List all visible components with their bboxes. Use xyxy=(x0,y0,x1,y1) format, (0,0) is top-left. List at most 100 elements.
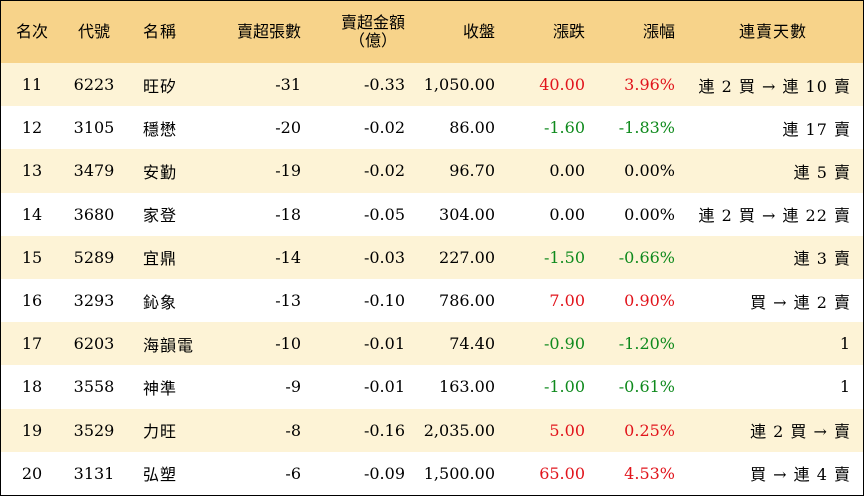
cell-streak: 1 xyxy=(839,334,851,354)
header-pct: 漲幅 xyxy=(642,22,675,41)
cell-pct: 0.00% xyxy=(624,204,675,224)
cell-pct: 3.96% xyxy=(624,75,675,95)
cell-rank: 16 xyxy=(21,291,43,311)
cell-sell-amount: -0.05 xyxy=(363,204,405,224)
cell-close: 163.00 xyxy=(439,377,495,397)
cell-pct: 0.25% xyxy=(624,420,675,440)
cell-name: 海韻電 xyxy=(143,335,195,355)
table-row: 13 3479 安勤 -19 -0.02 96.70 0.00 0.00% 連 … xyxy=(1,149,863,193)
table-row: 11 6223 旺矽 -31 -0.33 1,050.00 40.00 3.96… xyxy=(1,63,863,107)
cell-streak: 連 2 買 → 賣 xyxy=(750,422,851,442)
cell-sell-lots: -14 xyxy=(275,247,301,267)
cell-sell-lots: -19 xyxy=(275,161,301,181)
header-close: 收盤 xyxy=(462,22,495,41)
cell-name: 弘塑 xyxy=(143,465,178,485)
table-row: 19 3529 力旺 -8 -0.16 2,035.00 5.00 0.25% … xyxy=(1,408,863,452)
header-sell-lots: 賣超張數 xyxy=(236,22,301,41)
cell-code: 3293 xyxy=(73,291,115,311)
cell-streak: 連 3 賣 xyxy=(793,249,851,269)
cell-code: 3479 xyxy=(73,161,115,181)
cell-sell-amount: -0.02 xyxy=(363,118,405,138)
header-row: 名次 代號 名稱 賣超張數 賣超金額 （億） 收盤 漲跌 漲幅 連賣天數 xyxy=(1,1,863,63)
table-row: 12 3105 穩懋 -20 -0.02 86.00 -1.60 -1.83% … xyxy=(1,106,863,150)
header-sell-amount: 賣超金額 （億） xyxy=(309,1,413,63)
cell-sell-lots: -6 xyxy=(285,463,301,483)
cell-sell-amount: -0.02 xyxy=(363,161,405,181)
cell-streak: 買 → 連 2 賣 xyxy=(750,292,851,312)
cell-sell-lots: -9 xyxy=(285,377,301,397)
header-change: 漲跌 xyxy=(552,22,585,41)
cell-pct: 0.90% xyxy=(624,291,675,311)
cell-change: -0.90 xyxy=(543,334,585,354)
cell-code: 3105 xyxy=(73,118,115,138)
cell-close: 1,500.00 xyxy=(423,463,495,483)
cell-pct: 0.00% xyxy=(624,161,675,181)
cell-code: 3558 xyxy=(73,377,115,397)
cell-sell-amount: -0.03 xyxy=(363,247,405,267)
cell-rank: 11 xyxy=(21,75,43,95)
cell-close: 1,050.00 xyxy=(423,75,495,95)
cell-change: 40.00 xyxy=(539,75,585,95)
cell-name: 旺矽 xyxy=(143,76,178,96)
cell-streak: 連 2 買 → 連 22 賣 xyxy=(698,206,851,226)
cell-close: 786.00 xyxy=(439,291,495,311)
header-sell-amount-line2: （億） xyxy=(348,31,397,50)
cell-pct: -0.66% xyxy=(618,247,675,267)
cell-change: 7.00 xyxy=(549,291,585,311)
cell-close: 96.70 xyxy=(449,161,495,181)
cell-sell-amount: -0.01 xyxy=(363,377,405,397)
cell-sell-amount: -0.10 xyxy=(363,291,405,311)
cell-code: 3680 xyxy=(73,204,115,224)
cell-rank: 18 xyxy=(21,377,43,397)
cell-streak: 連 17 賣 xyxy=(782,119,851,139)
cell-rank: 12 xyxy=(21,118,43,138)
table-body: 11 6223 旺矽 -31 -0.33 1,050.00 40.00 3.96… xyxy=(1,63,863,495)
cell-sell-lots: -31 xyxy=(275,75,301,95)
cell-code: 3131 xyxy=(73,463,115,483)
cell-close: 2,035.00 xyxy=(423,420,495,440)
cell-streak: 1 xyxy=(839,377,851,397)
cell-sell-lots: -20 xyxy=(275,118,301,138)
cell-pct: -1.20% xyxy=(618,334,675,354)
table-row: 17 6203 海韻電 -10 -0.01 74.40 -0.90 -1.20%… xyxy=(1,322,863,366)
cell-name: 力旺 xyxy=(143,422,178,442)
table-row: 14 3680 家登 -18 -0.05 304.00 0.00 0.00% 連… xyxy=(1,192,863,236)
header-sell-amount-line1: 賣超金額 xyxy=(340,13,405,32)
header-streak: 連賣天數 xyxy=(738,22,807,41)
cell-rank: 17 xyxy=(21,334,43,354)
cell-change: 0.00 xyxy=(549,204,585,224)
cell-change: 0.00 xyxy=(549,161,585,181)
cell-streak: 連 5 賣 xyxy=(793,162,851,182)
cell-change: -1.00 xyxy=(543,377,585,397)
cell-name: 安勤 xyxy=(143,162,178,182)
cell-close: 227.00 xyxy=(439,247,495,267)
cell-rank: 13 xyxy=(21,161,43,181)
cell-name: 神準 xyxy=(143,378,178,398)
table-row: 16 3293 鈊象 -13 -0.10 786.00 7.00 0.90% 買… xyxy=(1,278,863,323)
cell-change: -1.50 xyxy=(543,247,585,267)
cell-code: 6223 xyxy=(73,75,115,95)
cell-name: 宜鼎 xyxy=(143,249,178,269)
cell-sell-lots: -10 xyxy=(275,334,301,354)
cell-sell-amount: -0.09 xyxy=(363,463,405,483)
cell-sell-lots: -18 xyxy=(275,204,301,224)
cell-rank: 19 xyxy=(21,420,43,440)
cell-sell-amount: -0.16 xyxy=(363,420,405,440)
header-code: 代號 xyxy=(77,22,110,41)
cell-streak: 買 → 連 4 賣 xyxy=(750,465,851,485)
cell-streak: 連 2 買 → 連 10 賣 xyxy=(698,76,851,96)
cell-sell-amount: -0.33 xyxy=(363,75,405,95)
cell-pct: 4.53% xyxy=(624,463,675,483)
cell-name: 穩懋 xyxy=(143,119,178,139)
cell-rank: 15 xyxy=(21,247,43,267)
cell-close: 74.40 xyxy=(449,334,495,354)
cell-close: 304.00 xyxy=(439,204,495,224)
table-row: 20 3131 弘塑 -6 -0.09 1,500.00 65.00 4.53%… xyxy=(1,451,863,495)
header-rank: 名次 xyxy=(15,22,48,41)
cell-pct: -1.83% xyxy=(618,118,675,138)
cell-code: 6203 xyxy=(73,334,115,354)
cell-close: 86.00 xyxy=(449,118,495,138)
cell-sell-lots: -8 xyxy=(285,420,301,440)
